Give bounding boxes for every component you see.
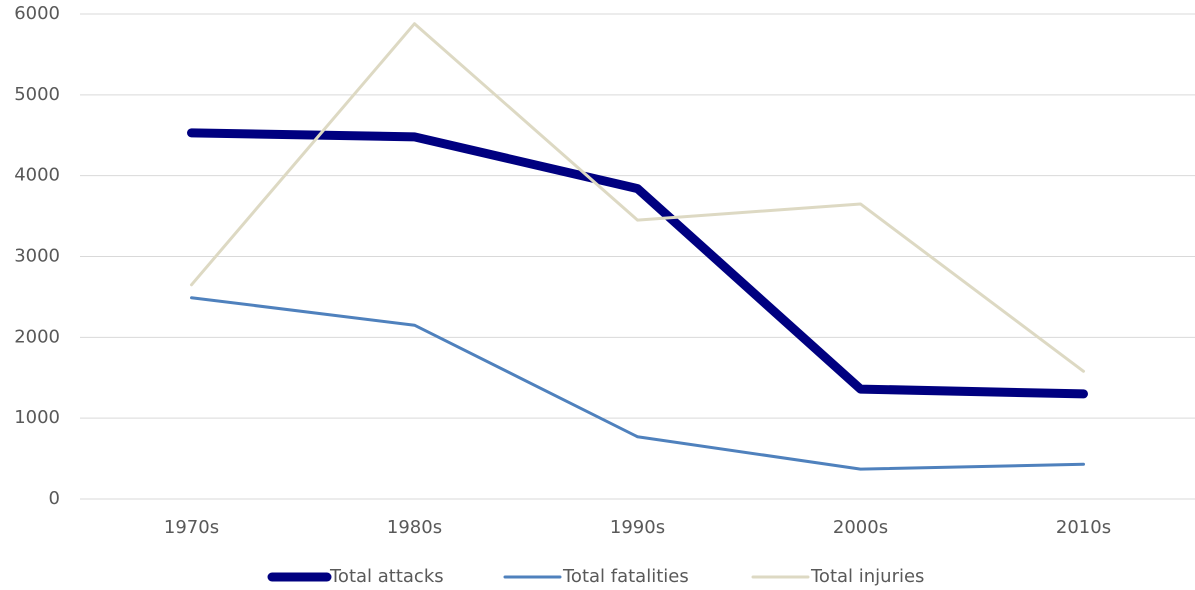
x-tick-label: 2010s <box>1056 517 1111 538</box>
x-tick-label: 1990s <box>610 517 665 538</box>
legend-label: Total attacks <box>329 566 444 587</box>
y-tick-label: 6000 <box>14 3 60 24</box>
y-tick-label: 1000 <box>14 407 60 428</box>
y-tick-label: 0 <box>49 488 60 509</box>
y-tick-label: 4000 <box>14 165 60 186</box>
series-line <box>187 128 1088 399</box>
y-tick-label: 3000 <box>14 246 60 267</box>
legend-label: Total fatalities <box>562 566 689 587</box>
x-tick-label: 1980s <box>387 517 442 538</box>
y-tick-label: 5000 <box>14 84 60 105</box>
legend-label: Total injuries <box>810 566 924 587</box>
x-tick-label: 1970s <box>164 517 219 538</box>
y-tick-label: 2000 <box>14 326 60 347</box>
series-line <box>190 296 1085 471</box>
series-line <box>190 22 1085 373</box>
x-tick-label: 2000s <box>833 517 888 538</box>
